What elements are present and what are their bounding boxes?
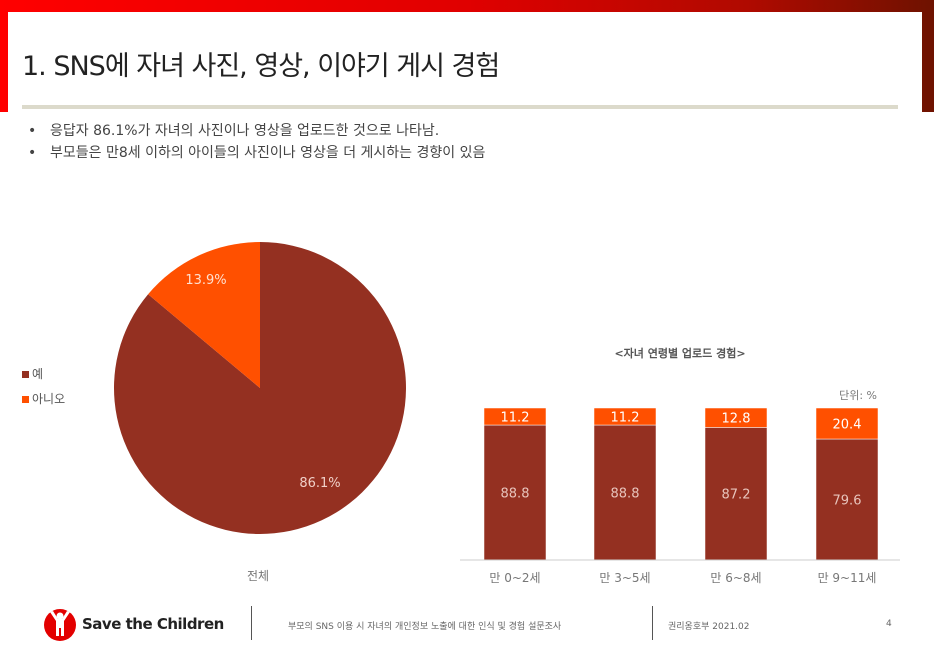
title-divider — [22, 105, 898, 109]
logo-text: Save the Children — [82, 615, 224, 633]
logo-icon — [44, 609, 76, 641]
footer-dept-date: 권리옹호부 2021.02 — [668, 622, 750, 632]
bullet-list: 응답자 86.1%가 자녀의 사진이나 영상을 업로드한 것으로 나타남. 부모… — [28, 120, 485, 164]
footer-divider — [251, 606, 252, 640]
legend-label: 예 — [32, 367, 44, 381]
legend-item-yes: 예 — [22, 365, 43, 382]
slide-title: 1. SNS에 자녀 사진, 영상, 이야기 게시 경험 — [22, 51, 500, 82]
legend-label: 아니오 — [32, 392, 66, 406]
legend-swatch — [22, 371, 29, 378]
legend-item-no: 아니오 — [22, 390, 65, 407]
bullet-item: 응답자 86.1%가 자녀의 사진이나 영상을 업로드한 것으로 나타남. — [28, 120, 485, 142]
footer-survey: 부모의 SNS 이용 시 자녀의 개인정보 노출에 대한 인식 및 경험 설문조… — [288, 622, 562, 632]
footer-divider — [652, 606, 653, 640]
page-number: 4 — [886, 619, 892, 629]
bullet-item: 부모들은 만8세 이하의 아이들의 사진이나 영상을 더 게시하는 경향이 있음 — [28, 142, 485, 164]
save-the-children-logo: Save the Children — [42, 606, 224, 642]
legend-swatch — [22, 396, 29, 403]
